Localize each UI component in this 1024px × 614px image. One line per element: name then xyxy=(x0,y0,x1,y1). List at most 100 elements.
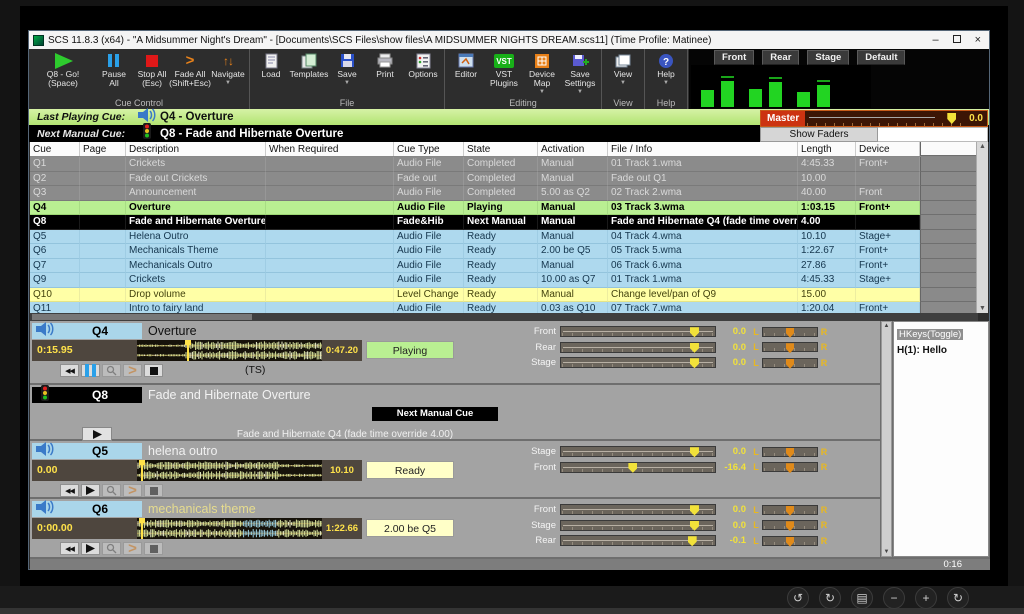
pan-track-rear[interactable] xyxy=(762,342,818,354)
rotate-right-icon[interactable]: ↻ xyxy=(819,587,841,609)
close-button[interactable]: × xyxy=(974,34,981,46)
cue-table-vertical-scrollbar[interactable]: ▲ ▼ xyxy=(976,142,988,313)
scrollbar-thumb[interactable] xyxy=(32,314,252,320)
minimize-button[interactable]: – xyxy=(932,34,939,46)
table-row-q3[interactable]: Q3 Announcement Audio File Completed 5.00 as… xyxy=(30,186,978,201)
pan-handle[interactable] xyxy=(786,536,794,547)
transport-rewind-button[interactable]: ◀◀ xyxy=(60,542,79,555)
column-header-when-required[interactable]: When Required xyxy=(266,142,394,156)
column-header-length[interactable]: Length xyxy=(798,142,856,156)
fader-handle[interactable] xyxy=(689,447,699,458)
table-row-q10[interactable]: Q10 Drop volume Level Change Ready Manual Cha… xyxy=(30,287,978,302)
fader-track-stage[interactable] xyxy=(560,357,716,369)
waveform[interactable] xyxy=(137,340,322,361)
output-button-front[interactable]: Front xyxy=(714,50,755,65)
fader-handle[interactable] xyxy=(628,462,638,473)
fader-handle[interactable] xyxy=(689,327,699,338)
waveform[interactable] xyxy=(137,460,322,481)
fader-handle[interactable] xyxy=(687,536,697,547)
toolbar-button-save-settings[interactable]: Save Settings ▼ xyxy=(561,50,599,95)
go-button[interactable] xyxy=(82,427,112,441)
column-header-file-info[interactable]: File / Info xyxy=(608,142,798,156)
restore-button[interactable] xyxy=(952,34,961,46)
cue-id-box[interactable]: Q6 xyxy=(32,499,142,517)
column-header-page[interactable]: Page xyxy=(80,142,126,156)
column-header-state[interactable]: State xyxy=(464,142,538,156)
fader-track-front[interactable] xyxy=(560,326,716,338)
output-button-rear[interactable]: Rear xyxy=(762,50,800,65)
hotkey-item[interactable]: H(1): Hello xyxy=(897,345,947,356)
column-header-activation[interactable]: Activation xyxy=(538,142,608,156)
fader-handle[interactable] xyxy=(689,342,699,353)
playhead[interactable] xyxy=(138,518,145,539)
zoom-out-icon[interactable]: − xyxy=(883,587,905,609)
output-button-default[interactable]: Default xyxy=(857,50,906,65)
toolbar-button-view[interactable]: View ▼ xyxy=(604,50,642,86)
cue-id-box[interactable]: Q5 xyxy=(32,441,142,459)
fader-handle[interactable] xyxy=(689,520,699,531)
transport-zoom-button[interactable] xyxy=(102,484,121,497)
pan-handle[interactable] xyxy=(786,521,794,532)
table-row-q6[interactable]: Q6 Mechanicals Theme Audio File Ready 2.00 b… xyxy=(30,244,978,259)
cue-id-box[interactable]: Q8 xyxy=(32,384,142,403)
pan-track-rear[interactable] xyxy=(762,535,818,547)
pan-track-stage[interactable] xyxy=(762,446,818,458)
playhead[interactable] xyxy=(184,340,191,361)
table-row-q8[interactable]: Q8 Fade and Hibernate Overture Fade&Hib Nex… xyxy=(30,215,978,230)
fader-handle[interactable] xyxy=(689,505,699,516)
fader-track-rear[interactable] xyxy=(560,535,716,547)
panels-vertical-scrollbar[interactable]: ▲ ▼ xyxy=(881,321,892,557)
pan-handle[interactable] xyxy=(786,463,794,474)
toolbar-button-fade-all-shift-esc[interactable]: > Fade All (Shift+Esc) xyxy=(169,50,211,88)
output-button-stage[interactable]: Stage xyxy=(807,50,850,65)
pan-track-front[interactable] xyxy=(762,504,818,516)
scroll-up-arrow[interactable]: ▲ xyxy=(979,143,986,150)
toolbar-button-editor[interactable]: Editor xyxy=(447,50,485,79)
scroll-down-arrow[interactable]: ▼ xyxy=(979,305,986,312)
notes-icon[interactable]: ▤ xyxy=(851,587,873,609)
table-row-q9[interactable]: Q9 Crickets Audio File Ready 10.00 as Q7 01 T… xyxy=(30,273,978,288)
pan-track-stage[interactable] xyxy=(762,357,818,369)
toolbar-button-help[interactable]: ? Help ▼ xyxy=(647,50,685,86)
pan-track-front[interactable] xyxy=(762,462,818,474)
fader-track-front[interactable] xyxy=(560,504,716,516)
toolbar-button-pause-all[interactable]: Pause All xyxy=(95,50,133,88)
hotkeys-header[interactable]: HKeys(Toggle) xyxy=(897,329,964,340)
table-row-q1[interactable]: Q1 Crickets Audio File Completed Manual 01 Tr… xyxy=(30,157,978,172)
toolbar-button-print[interactable]: Print xyxy=(366,50,404,79)
transport-rewind-button[interactable]: ◀◀ xyxy=(60,364,79,377)
zoom-in-icon[interactable]: + xyxy=(915,587,937,609)
transport-fade-button[interactable]: > xyxy=(123,540,142,557)
toolbar-button-save[interactable]: Save ▼ xyxy=(328,50,366,86)
rotate-left-icon[interactable]: ↺ xyxy=(787,587,809,609)
table-row-q11[interactable]: Q11 Intro to fairy land Audio File Ready 0.0… xyxy=(30,302,978,313)
cue-id-box[interactable]: Q4 xyxy=(32,321,142,339)
fader-handle[interactable] xyxy=(689,358,699,369)
pan-handle[interactable] xyxy=(786,343,794,354)
toolbar-button-templates[interactable]: Templates xyxy=(290,50,328,79)
fader-track-front[interactable] xyxy=(560,461,716,473)
show-faders-button[interactable]: Show Faders xyxy=(760,127,878,142)
pan-track-stage[interactable] xyxy=(762,520,818,532)
transport-rewind-button[interactable]: ◀◀ xyxy=(60,484,79,497)
transport-zoom-button[interactable] xyxy=(102,542,121,555)
toolbar-button-load[interactable]: Load xyxy=(252,50,290,79)
pan-handle[interactable] xyxy=(786,358,794,369)
transport-stop-button[interactable] xyxy=(144,484,163,497)
playhead[interactable] xyxy=(138,460,145,481)
fader-track-stage[interactable] xyxy=(560,446,716,458)
table-row-q2[interactable]: Q2 Fade out Crickets Fade out Completed Manu… xyxy=(30,171,978,186)
column-header-cue[interactable]: Cue xyxy=(30,142,80,156)
pan-track-front[interactable] xyxy=(762,326,818,338)
transport-stop-button[interactable] xyxy=(144,542,163,555)
transport-play-button[interactable] xyxy=(81,542,100,555)
toolbar-button-device-map[interactable]: Device Map ▼ xyxy=(523,50,561,95)
replay-icon[interactable]: ↻ xyxy=(947,587,969,609)
transport-play-button[interactable] xyxy=(81,484,100,497)
table-row-q5[interactable]: Q5 Helena Outro Audio File Ready Manual 04 Tr… xyxy=(30,229,978,244)
column-header-cue-type[interactable]: Cue Type xyxy=(394,142,464,156)
pan-handle[interactable] xyxy=(786,505,794,516)
transport-pause-button[interactable] xyxy=(81,364,100,377)
transport-fade-button[interactable]: > xyxy=(123,362,142,379)
master-fader-handle[interactable] xyxy=(947,113,957,124)
